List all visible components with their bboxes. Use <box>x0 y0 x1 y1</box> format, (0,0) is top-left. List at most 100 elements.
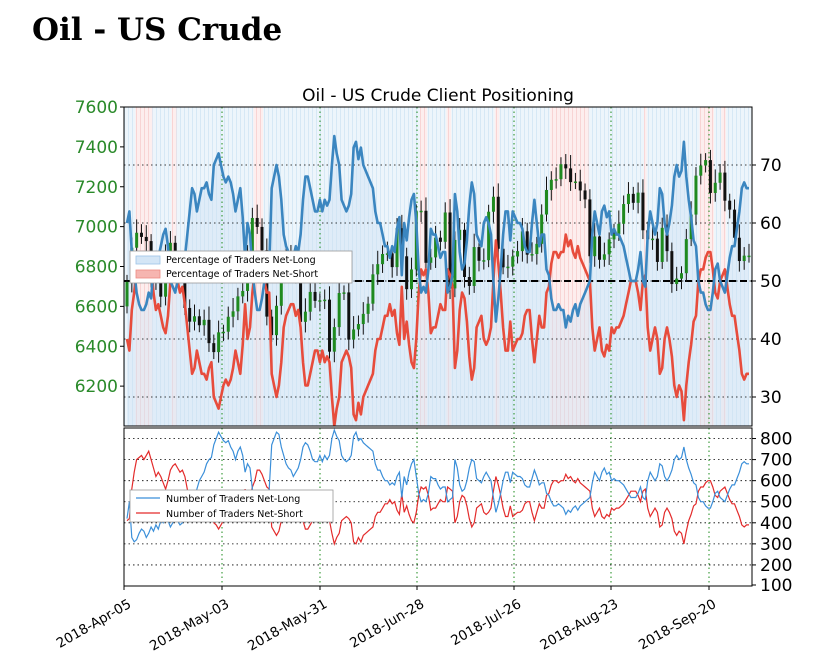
bottom-panel-series <box>126 428 749 546</box>
count-tick-label: 600 <box>760 472 792 492</box>
count-tick-label: 400 <box>760 514 792 534</box>
date-tick-label: 2018-Jun-28 <box>347 596 427 651</box>
candle-body <box>337 293 341 328</box>
candle-body <box>626 193 630 205</box>
candle-body <box>429 257 433 263</box>
candle-body <box>679 273 683 279</box>
candle-body <box>231 311 235 317</box>
percentage-tick-label: 30 <box>760 388 782 408</box>
candle-body <box>559 164 563 180</box>
sentiment-band <box>588 107 645 426</box>
candle-body <box>347 292 351 340</box>
candle-body <box>424 210 428 263</box>
candle-body <box>438 237 442 242</box>
candle-body <box>453 239 457 289</box>
candle-body <box>308 291 312 312</box>
candle-body <box>598 236 602 260</box>
sentiment-band <box>419 107 428 426</box>
candle-body <box>385 253 389 255</box>
percentage-tick-label: 50 <box>760 272 782 292</box>
candle-body <box>241 290 245 297</box>
candle-body <box>675 278 679 285</box>
price-tick-label: 7400 <box>75 138 118 158</box>
percentage-tick-label: 60 <box>760 214 782 234</box>
candle-body <box>733 209 737 238</box>
price-tick-label: 6800 <box>75 258 118 278</box>
candle-body <box>617 223 621 234</box>
candle-body <box>342 292 346 294</box>
page-title: Oil - US Crude <box>32 12 283 48</box>
candle-body <box>265 250 269 317</box>
candle-body <box>593 236 597 257</box>
candle-body <box>535 243 539 255</box>
candle-body <box>622 204 626 224</box>
candle-body <box>694 175 698 215</box>
candle-body <box>434 237 438 258</box>
candle-body <box>651 238 655 241</box>
net-long-pct-line <box>125 134 749 329</box>
sentiment-band <box>721 107 727 426</box>
candle-body <box>125 281 129 307</box>
price-tick-label: 6200 <box>75 377 118 397</box>
candle-body <box>405 256 409 290</box>
candle-body <box>487 211 491 261</box>
candle-body <box>332 327 336 352</box>
price-tick-label: 7200 <box>75 178 118 198</box>
candle-body <box>583 190 587 200</box>
candle-body <box>660 227 664 262</box>
candle-body <box>193 316 197 322</box>
candle-body <box>472 247 476 286</box>
candle-body <box>188 307 192 322</box>
date-tick-label: 2018-Apr-05 <box>54 596 134 652</box>
candle-body <box>212 343 216 353</box>
price-tick-label: 7000 <box>75 218 118 238</box>
candle-body <box>226 316 230 332</box>
candle-body <box>554 179 558 181</box>
candle-body <box>636 192 640 203</box>
count-tick-label: 300 <box>760 535 792 555</box>
candle-body <box>544 189 548 215</box>
candle-body <box>207 319 211 344</box>
candle-body <box>400 228 404 257</box>
candle-body <box>443 212 447 242</box>
candle-body <box>318 300 322 302</box>
candle-body <box>641 192 645 231</box>
candle-body <box>361 313 365 325</box>
candle-body <box>588 199 592 257</box>
count-tick-label: 800 <box>760 430 792 450</box>
candle-body <box>520 231 524 252</box>
candle-body <box>631 193 635 203</box>
candle-body <box>303 311 307 322</box>
candle-body <box>448 212 452 289</box>
candle-body <box>183 270 187 308</box>
candle-body <box>708 160 712 193</box>
candle-body <box>737 237 741 262</box>
candle-body <box>728 200 732 210</box>
count-tick-label: 500 <box>760 493 792 513</box>
candle-body <box>371 274 375 304</box>
candle-body <box>511 256 515 267</box>
legend-label-net-long-pct: Percentage of Traders Net-Long <box>166 255 316 266</box>
candle-body <box>159 282 163 297</box>
candle-body <box>328 299 332 352</box>
candle-body <box>390 253 394 268</box>
candle-body <box>684 239 688 274</box>
candle-body <box>202 319 206 326</box>
sentiment-band <box>494 107 500 426</box>
candle-body <box>139 232 143 237</box>
candle-body <box>549 179 553 190</box>
candle-body <box>356 324 360 330</box>
bottom-panel-frame <box>123 427 753 587</box>
count-tick-label: 200 <box>760 556 792 576</box>
percentage-axis: 30 40 50 60 70 <box>752 156 782 408</box>
candle-body <box>506 266 510 269</box>
date-tick-label: 2018-Jul-26 <box>448 596 524 649</box>
candle-body <box>742 255 746 262</box>
candle-body <box>607 239 611 255</box>
percentage-tick-label: 40 <box>760 330 782 350</box>
legend-label-net-short-count: Number of Traders Net-Short <box>166 509 303 520</box>
candle-body <box>366 303 370 314</box>
net-long-count-line <box>126 428 749 543</box>
